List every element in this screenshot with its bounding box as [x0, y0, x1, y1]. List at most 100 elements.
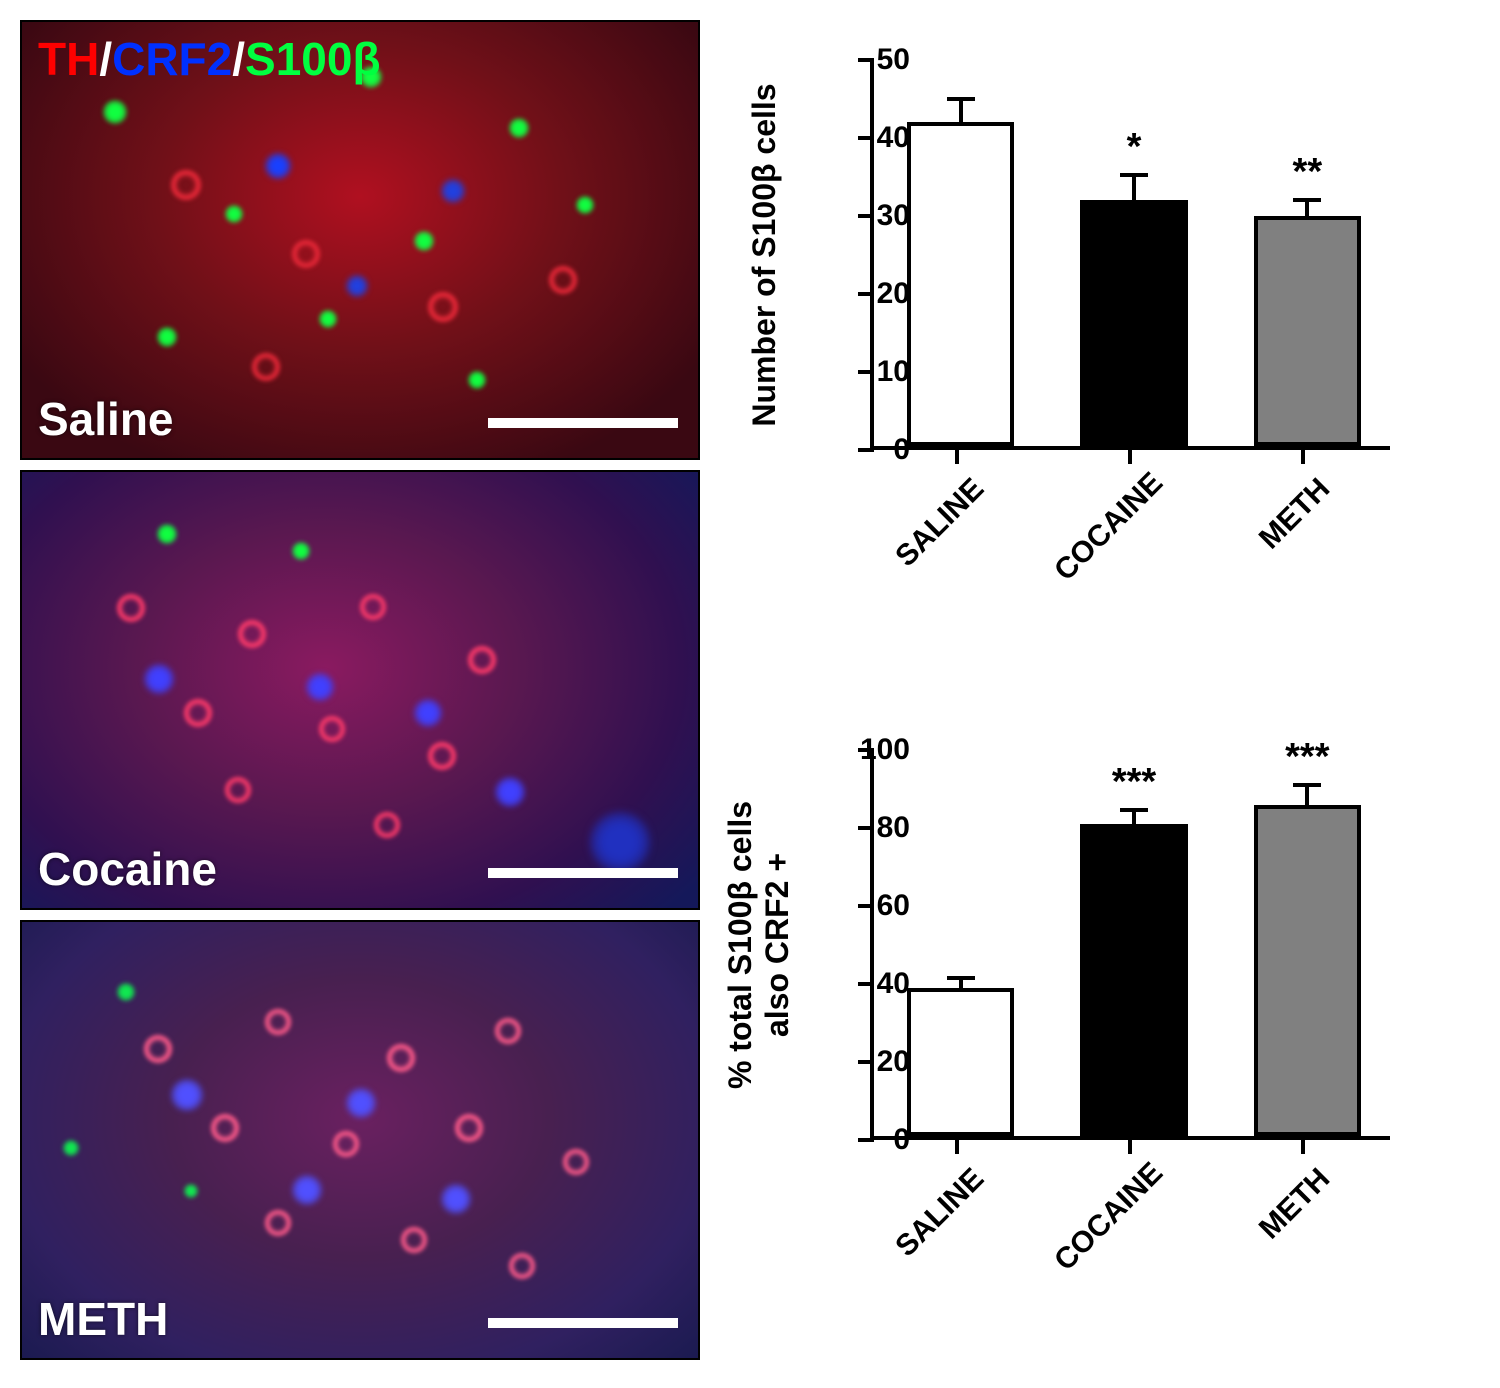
- y-axis-title: Number of S100β cells: [746, 83, 783, 426]
- x-tick: [1301, 450, 1305, 464]
- cell-marker: [387, 1044, 415, 1072]
- y-tick-label: 0: [830, 1123, 910, 1157]
- bar-meth: [1254, 216, 1361, 446]
- cell-marker: [117, 594, 145, 622]
- cell-marker: [590, 812, 650, 872]
- cell-marker: [184, 699, 212, 727]
- error-bar: [1305, 200, 1309, 216]
- x-tick-label: METH: [1221, 472, 1337, 588]
- marker-s100b: S100β: [245, 33, 381, 85]
- error-bar-cap: [947, 976, 975, 980]
- cell-marker: [468, 371, 486, 389]
- cell-marker: [360, 594, 386, 620]
- bar-cocaine: [1080, 200, 1187, 446]
- y-tick-label: 80: [830, 811, 910, 845]
- x-tick: [1301, 1140, 1305, 1154]
- cell-marker: [374, 812, 400, 838]
- micrograph-column: SalineTH/CRF2/S100βCocaineMETH: [20, 20, 700, 1368]
- bar-cocaine: [1080, 824, 1187, 1136]
- x-tick-label: METH: [1221, 1162, 1337, 1278]
- marker-sep1: /: [99, 33, 112, 85]
- significance-marker: **: [1293, 151, 1323, 194]
- x-tick: [955, 450, 959, 464]
- cell-marker: [563, 1149, 589, 1175]
- cell-marker: [144, 664, 174, 694]
- y-tick-label: 100: [830, 733, 910, 767]
- cell-marker: [441, 1184, 471, 1214]
- marker-legend: TH/CRF2/S100β: [38, 32, 381, 86]
- significance-marker: ***: [1112, 761, 1156, 804]
- y-tick-label: 20: [830, 1045, 910, 1079]
- cell-marker: [225, 205, 243, 223]
- cell-marker: [225, 777, 251, 803]
- cell-marker: [171, 1079, 203, 1111]
- significance-marker: *: [1127, 126, 1142, 169]
- x-tick-label: SALINE: [875, 472, 991, 588]
- chart-s100b-count: ***01020304050Number of S100β cellsSALIN…: [730, 40, 1450, 660]
- cell-marker: [495, 1018, 521, 1044]
- x-tick: [1128, 450, 1132, 464]
- cell-marker: [117, 983, 135, 1001]
- error-bar: [1305, 785, 1309, 805]
- y-tick-label: 40: [830, 967, 910, 1001]
- x-tick-label: COCAINE: [1048, 1162, 1164, 1278]
- marker-th: TH: [38, 33, 99, 85]
- y-axis-title: % total S100β cellsalso CRF2 +: [722, 801, 796, 1089]
- y-tick-label: 0: [830, 433, 910, 467]
- cell-marker: [171, 170, 201, 200]
- error-bar-cap: [947, 97, 975, 101]
- y-tick-label: 10: [830, 355, 910, 389]
- micrograph-cocaine: Cocaine: [20, 470, 700, 910]
- error-bar-cap: [1120, 808, 1148, 812]
- error-bar-cap: [1120, 173, 1148, 177]
- marker-crf2: CRF2: [112, 33, 232, 85]
- cell-marker: [428, 292, 458, 322]
- cell-marker: [401, 1227, 427, 1253]
- cell-marker: [455, 1114, 483, 1142]
- chart-s100b-crf2-percent: ******020406080100% total S100β cellsals…: [730, 730, 1450, 1350]
- cell-marker: [63, 1140, 79, 1156]
- scale-bar: [488, 1318, 678, 1328]
- micrograph-saline: SalineTH/CRF2/S100β: [20, 20, 700, 460]
- cell-marker: [509, 118, 529, 138]
- panel-label: METH: [38, 1292, 168, 1346]
- panel-label: Cocaine: [38, 842, 217, 896]
- cell-marker: [414, 699, 442, 727]
- cell-marker: [265, 1210, 291, 1236]
- x-tick-label: COCAINE: [1048, 472, 1164, 588]
- plot-area: ***: [870, 60, 1390, 450]
- y-tick-label: 60: [830, 889, 910, 923]
- cell-marker: [306, 673, 334, 701]
- cell-marker: [252, 353, 280, 381]
- bar-saline: [907, 988, 1014, 1136]
- scale-bar: [488, 418, 678, 428]
- marker-sep2: /: [232, 33, 245, 85]
- figure-root: SalineTH/CRF2/S100βCocaineMETH ***010203…: [20, 20, 1480, 1368]
- y-tick-label: 40: [830, 121, 910, 155]
- y-tick-label: 20: [830, 277, 910, 311]
- panel-label: Saline: [38, 392, 174, 446]
- y-tick-label: 30: [830, 199, 910, 233]
- micrograph-meth: METH: [20, 920, 700, 1360]
- bar-saline: [907, 122, 1014, 446]
- error-bar-cap: [1293, 783, 1321, 787]
- cell-marker: [346, 1088, 376, 1118]
- scale-bar: [488, 868, 678, 878]
- cell-marker: [428, 742, 456, 770]
- bar-meth: [1254, 805, 1361, 1137]
- x-tick: [955, 1140, 959, 1154]
- error-bar: [959, 99, 963, 122]
- cell-marker: [265, 153, 291, 179]
- cell-marker: [144, 1035, 172, 1063]
- cell-marker: [211, 1114, 239, 1142]
- plot-area: ******: [870, 750, 1390, 1140]
- cell-marker: [441, 179, 465, 203]
- significance-marker: ***: [1285, 736, 1329, 779]
- x-tick-label: SALINE: [875, 1162, 991, 1278]
- chart-column: ***01020304050Number of S100β cellsSALIN…: [730, 20, 1450, 1368]
- error-bar: [1132, 175, 1136, 200]
- error-bar-cap: [1293, 198, 1321, 202]
- error-bar: [1132, 810, 1136, 824]
- cell-marker: [509, 1253, 535, 1279]
- x-tick: [1128, 1140, 1132, 1154]
